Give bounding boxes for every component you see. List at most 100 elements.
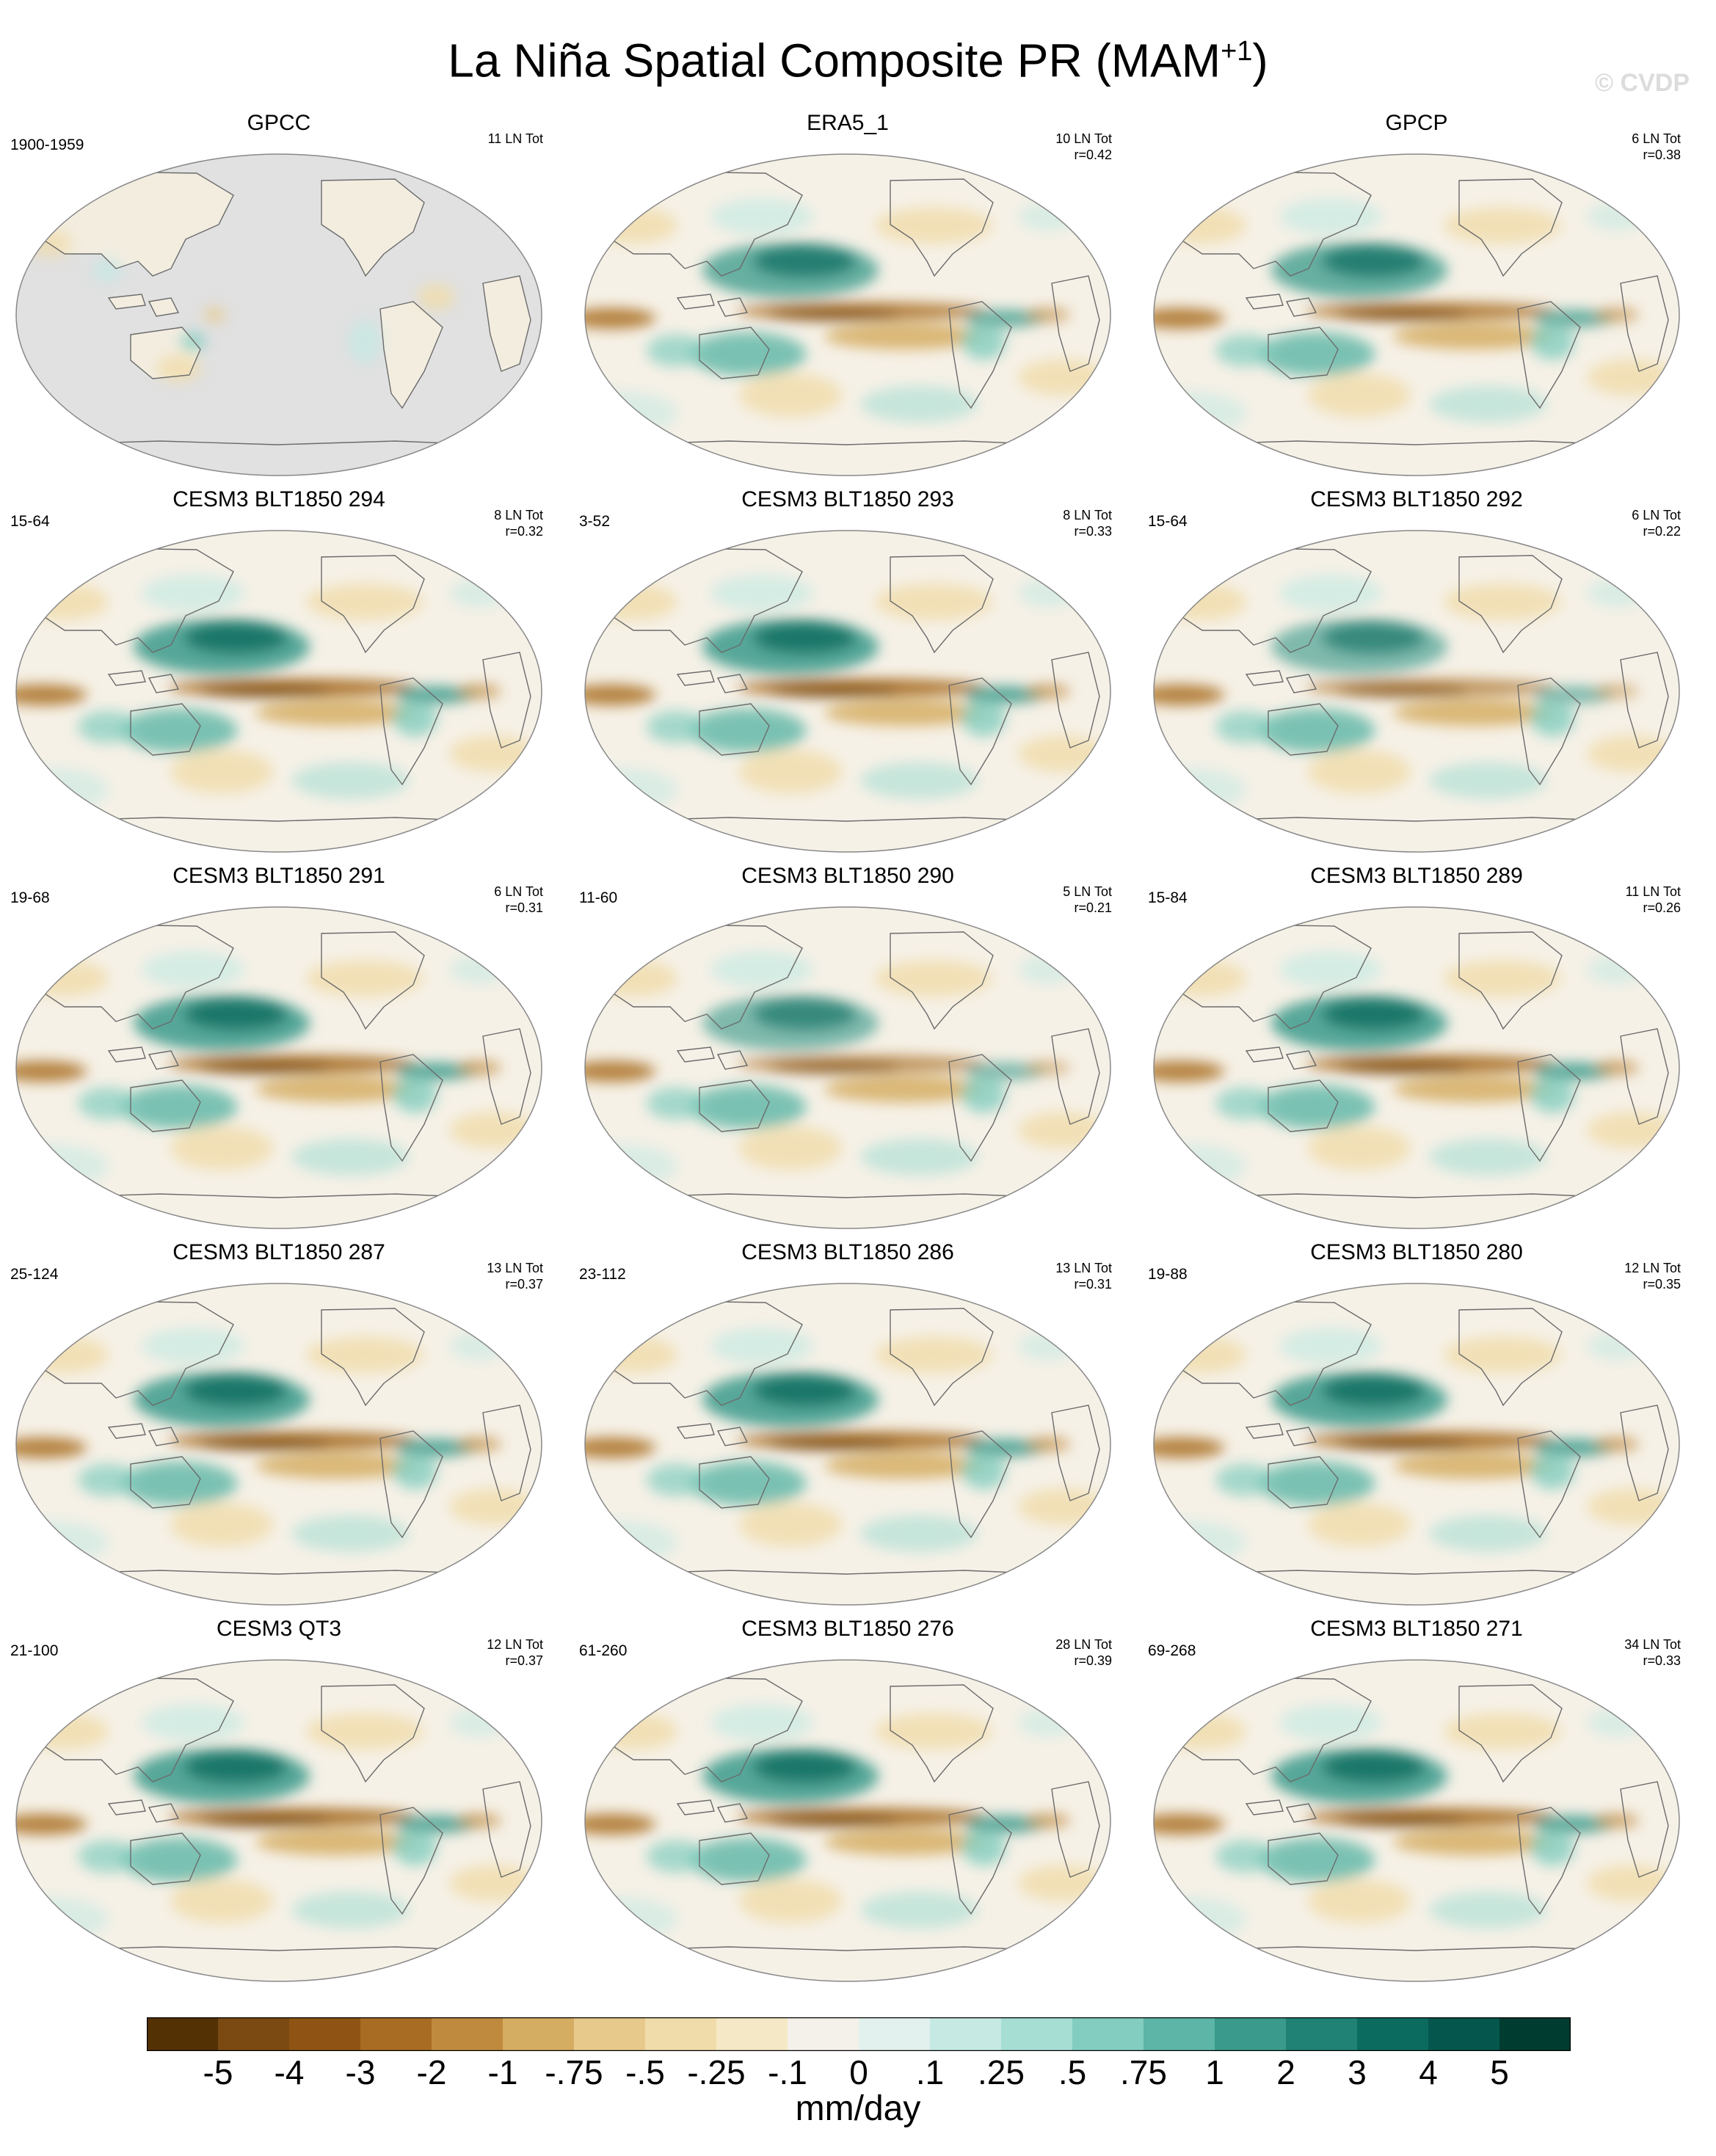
anomaly-dry xyxy=(16,1437,87,1458)
colorbar-tick-label: .5 xyxy=(1058,2053,1087,2091)
coastline xyxy=(148,1427,180,1446)
colorbar-tick-label: -2 xyxy=(416,2053,447,2091)
coastline xyxy=(1179,1570,1658,1576)
map-border xyxy=(15,1659,542,1982)
coastline xyxy=(42,1946,520,1953)
coastline xyxy=(379,1430,443,1539)
map-border xyxy=(15,906,542,1229)
anomaly-dry xyxy=(589,1336,677,1374)
anomaly-wet xyxy=(688,1085,807,1129)
coastline xyxy=(1620,275,1669,372)
coastline xyxy=(1051,1028,1100,1125)
coastline xyxy=(1179,171,1372,277)
coastline xyxy=(611,440,1089,447)
precip-map xyxy=(1153,530,1680,853)
land-data xyxy=(109,294,145,309)
precip-map xyxy=(584,530,1111,853)
anomaly-wet xyxy=(753,1751,857,1783)
anomaly-wet xyxy=(1322,245,1425,277)
map-border xyxy=(584,530,1111,853)
coastline xyxy=(379,1807,443,1915)
anomaly-dry xyxy=(585,684,656,705)
colorbar xyxy=(147,2017,1571,2051)
anomaly-dry xyxy=(198,1438,331,1450)
anomaly-dry xyxy=(1157,960,1246,997)
anomaly-wet xyxy=(1018,955,1077,985)
map-panel: CESM3 BLT1850 293 3-52 8 LN Tot r=0.33 xyxy=(576,487,1119,861)
precip-map xyxy=(584,153,1111,476)
coastline xyxy=(1620,1028,1669,1125)
anomaly-wet xyxy=(1322,1374,1425,1407)
anomaly-wet xyxy=(753,998,857,1030)
anomaly-wet xyxy=(961,1076,1006,1113)
anomaly-wet xyxy=(142,1328,245,1365)
anomaly-wet xyxy=(710,575,814,612)
event-count: 8 LN Tot xyxy=(494,508,543,522)
coastline xyxy=(42,1193,520,1200)
anomaly-wet xyxy=(1429,762,1547,799)
anomaly-dry xyxy=(1392,1076,1555,1103)
coastline xyxy=(676,1423,715,1439)
anomaly-wet xyxy=(1530,699,1575,737)
colorbar-swatch xyxy=(218,2017,290,2051)
panel-stats: 8 LN Tot r=0.32 xyxy=(494,507,543,539)
coastline xyxy=(321,931,425,1030)
panel-title: CESM3 BLT1850 293 xyxy=(741,487,954,511)
anomaly-wet xyxy=(1215,710,1275,743)
colorbar-swatch xyxy=(1428,2017,1500,2051)
coastline xyxy=(948,301,1012,409)
anomaly-wet xyxy=(688,708,807,753)
anomaly-dry xyxy=(457,1813,501,1828)
coastline xyxy=(699,1079,770,1132)
anomaly-dry xyxy=(1594,307,1639,322)
coastline xyxy=(148,674,180,693)
coastline xyxy=(321,1684,425,1783)
event-count: 28 LN Tot xyxy=(1055,1637,1112,1652)
anomaly-dry xyxy=(824,1076,986,1103)
anomaly-dry xyxy=(824,1829,986,1856)
anomaly-dry xyxy=(1443,583,1561,621)
coastline xyxy=(482,652,531,749)
coastline xyxy=(1179,1193,1658,1200)
coastline xyxy=(1285,1803,1317,1823)
anomaly-wet xyxy=(142,575,245,612)
map-field xyxy=(16,1660,542,1981)
precip-map xyxy=(15,1659,542,1982)
anomaly-wet xyxy=(78,710,137,743)
anomaly-dry xyxy=(20,1713,109,1750)
coastline xyxy=(948,677,1012,786)
coastline xyxy=(148,1050,180,1070)
anomaly-dry xyxy=(255,699,417,726)
anomaly-dry xyxy=(874,583,992,621)
coastline xyxy=(611,547,803,653)
anomaly-dry xyxy=(1157,207,1246,244)
map-border xyxy=(584,1283,1111,1606)
panel-title: CESM3 QT3 xyxy=(216,1617,342,1641)
anomaly-wet xyxy=(291,1138,410,1176)
event-count: 8 LN Tot xyxy=(1063,508,1112,522)
coastline xyxy=(1051,275,1100,372)
anomaly-wet xyxy=(396,1815,477,1833)
map-field xyxy=(585,154,1110,476)
precip-map xyxy=(584,906,1111,1229)
coastline xyxy=(699,1832,770,1885)
map-panel: CESM3 BLT1850 292 15-64 6 LN Tot r=0.22 xyxy=(1145,487,1688,861)
anomaly-wet xyxy=(1018,578,1077,608)
coastline xyxy=(611,1300,803,1406)
map-panel: CESM3 BLT1850 294 15-64 8 LN Tot r=0.32 xyxy=(7,487,550,861)
anomaly-wet xyxy=(180,331,207,352)
map-border xyxy=(584,1659,1111,1982)
anomaly-dry xyxy=(1587,1865,1676,1902)
coastline xyxy=(699,327,770,379)
colorbar-tick-label: 2 xyxy=(1276,2053,1295,2091)
panel-title: CESM3 BLT1850 294 xyxy=(172,487,385,511)
anomaly-wet xyxy=(1429,385,1547,423)
anomaly-dry xyxy=(1018,1865,1107,1902)
anomaly-wet xyxy=(860,1515,978,1552)
anomaly-dry xyxy=(767,685,900,697)
coastline xyxy=(890,178,994,277)
coastline xyxy=(130,1079,201,1132)
coastline xyxy=(948,1430,1012,1539)
panel-title: CESM3 BLT1850 290 xyxy=(741,864,954,888)
anomaly-wet xyxy=(1279,198,1383,236)
